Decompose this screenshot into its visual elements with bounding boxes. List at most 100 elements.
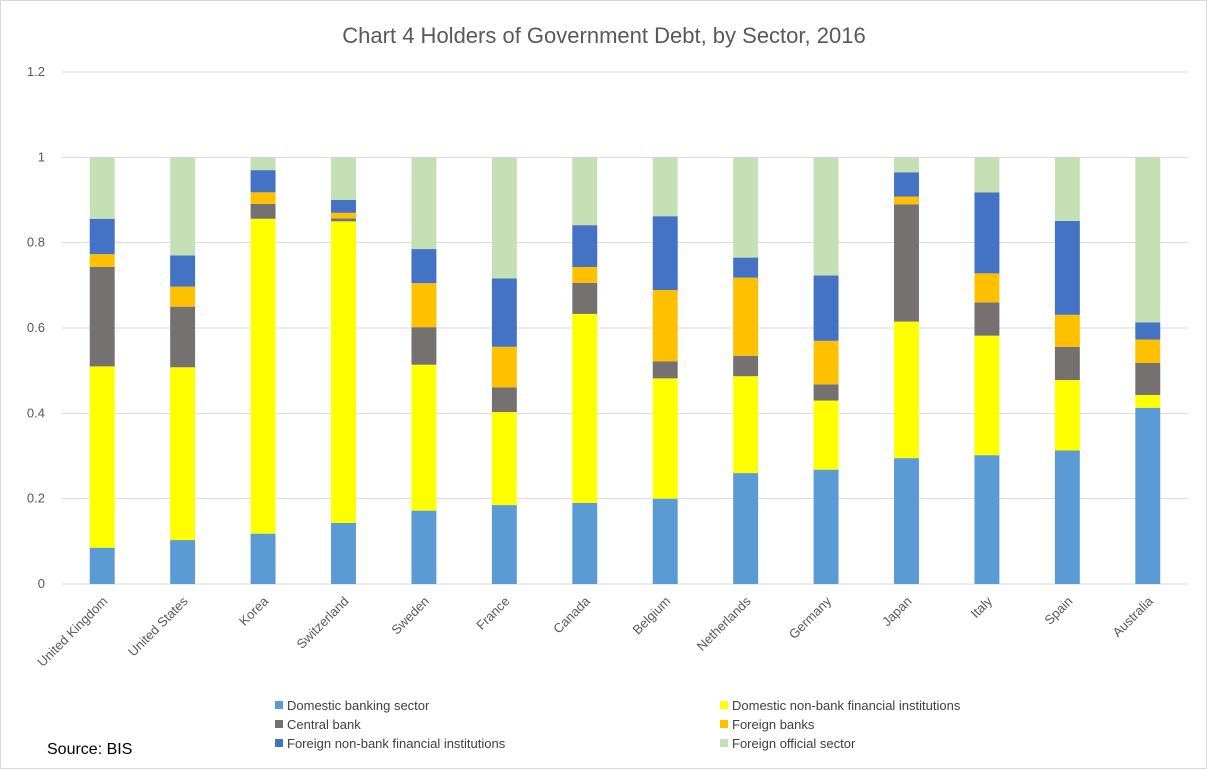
bar-segment <box>1054 380 1080 451</box>
legend: Domestic banking sector Domestic non-bank… <box>275 698 961 751</box>
bar-segment <box>89 366 115 548</box>
bar-segment <box>331 200 356 213</box>
bar-segment <box>411 283 437 328</box>
bar-segment <box>733 277 759 356</box>
bar-segment <box>491 412 517 506</box>
chart-title: Chart 4 Holders of Government Debt, by S… <box>342 23 865 48</box>
bar-segment <box>411 249 437 284</box>
bar-segment <box>491 387 517 413</box>
bar-segment <box>974 157 1000 193</box>
bar-segment <box>894 204 919 322</box>
bar-segment <box>572 282 598 314</box>
bar-segment <box>250 157 276 171</box>
bar-segment <box>652 157 678 217</box>
legend-item: Domestic non-bank financial institutions <box>720 698 961 713</box>
bar-segment <box>170 286 196 307</box>
bar-segment <box>89 218 115 255</box>
bar-stack <box>652 157 678 584</box>
bar-segment <box>894 172 919 197</box>
legend-label: Foreign banks <box>732 717 815 732</box>
bar-segment <box>733 157 759 258</box>
bar-segment <box>411 327 437 365</box>
bar-segment <box>1135 339 1161 363</box>
bar-segment <box>652 290 678 362</box>
bar-segment <box>331 218 356 222</box>
bar-segment <box>1054 450 1080 584</box>
y-tick-label: 1.2 <box>27 64 45 79</box>
bar-segment <box>89 266 115 367</box>
bar-segment <box>491 346 517 388</box>
bar-segment <box>1135 157 1161 323</box>
legend-item: Foreign banks <box>720 717 815 732</box>
bar-segment <box>491 278 517 347</box>
bar-segment <box>733 257 759 278</box>
bar-segment <box>411 510 437 584</box>
bar-segment <box>1054 157 1080 221</box>
bar-segment <box>250 192 276 204</box>
legend-label: Domestic non-bank financial institutions <box>732 698 961 713</box>
bar-segment <box>1135 407 1161 584</box>
bar-segment <box>974 302 1000 336</box>
bar-stack <box>813 157 839 584</box>
bar-segment <box>1135 362 1161 395</box>
bar-segment <box>652 498 678 584</box>
bars <box>89 157 1161 584</box>
legend-swatch <box>275 739 283 747</box>
legend-swatch <box>275 701 283 709</box>
y-tick-label: 0.8 <box>27 235 45 250</box>
bar-segment <box>652 361 678 379</box>
bar-segment <box>89 254 115 267</box>
bar-segment <box>894 458 919 584</box>
bar-segment <box>813 400 839 470</box>
bar-segment <box>170 540 196 584</box>
bar-segment <box>572 266 598 283</box>
legend-item: Foreign official sector <box>720 736 856 751</box>
bar-segment <box>652 216 678 291</box>
y-tick-label: 0.4 <box>27 405 45 420</box>
y-tick-label: 0 <box>38 576 45 591</box>
bar-segment <box>331 221 356 523</box>
bar-segment <box>974 455 1000 584</box>
bar-segment <box>250 218 276 534</box>
bar-stack <box>89 157 115 584</box>
bar-segment <box>250 170 276 193</box>
bar-segment <box>1054 220 1080 315</box>
legend-swatch <box>720 739 728 747</box>
legend-swatch <box>275 720 283 728</box>
legend-label: Central bank <box>287 717 361 732</box>
bar-stack <box>491 157 517 584</box>
bar-segment <box>331 212 356 219</box>
bar-segment <box>331 157 356 200</box>
bar-segment <box>894 321 919 459</box>
bar-segment <box>1135 394 1161 408</box>
legend-item: Domestic banking sector <box>275 698 430 713</box>
bar-segment <box>974 335 1000 456</box>
bar-segment <box>974 192 1000 274</box>
y-tick-label: 1 <box>38 149 45 164</box>
bar-segment <box>1054 314 1080 347</box>
legend-label: Foreign official sector <box>732 736 856 751</box>
bar-segment <box>170 367 196 541</box>
bar-segment <box>974 273 1000 303</box>
bar-segment <box>572 225 598 267</box>
bar-segment <box>813 384 839 401</box>
bar-segment <box>1135 322 1161 340</box>
bar-stack <box>733 157 759 584</box>
bar-segment <box>491 505 517 584</box>
y-axis-ticks: 0 0.2 0.4 0.6 0.8 1 1.2 <box>27 64 45 591</box>
bar-segment <box>733 376 759 474</box>
bar-stack <box>974 157 1000 584</box>
bar-segment <box>813 469 839 584</box>
bar-segment <box>170 157 196 256</box>
legend-swatch <box>720 720 728 728</box>
bar-stack <box>1135 157 1161 584</box>
bar-segment <box>411 364 437 511</box>
bar-segment <box>250 203 276 219</box>
bar-segment <box>813 340 839 385</box>
bar-segment <box>572 157 598 226</box>
bar-stack <box>894 157 919 584</box>
bar-segment <box>411 157 437 250</box>
